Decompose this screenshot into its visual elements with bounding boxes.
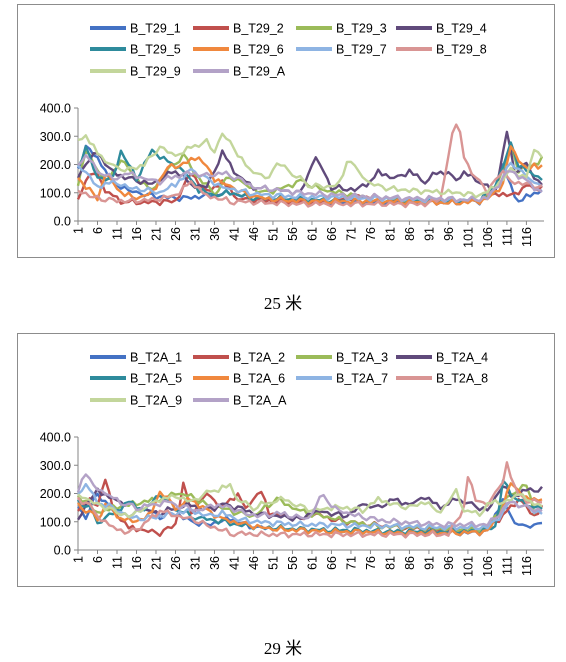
- series-line-B_T29_A: [77, 153, 543, 203]
- x-tick-label: 1: [72, 556, 86, 563]
- x-tick-label: 86: [403, 227, 417, 241]
- legend-label: B_T2A_9: [130, 394, 182, 408]
- legend-label: B_T2A_A: [233, 394, 287, 408]
- x-tick-label: 111: [500, 227, 514, 246]
- x-tick-label: 66: [325, 227, 339, 241]
- y-tick-label: 100.0: [40, 515, 71, 529]
- y-tick-label: 400.0: [40, 102, 71, 116]
- x-tick-label: 81: [383, 556, 397, 570]
- y-tick-label: 300.0: [40, 459, 71, 473]
- x-tick-label: 51: [266, 556, 280, 570]
- series-line-B_T29_8: [77, 123, 543, 209]
- x-tick-label: 56: [286, 556, 300, 570]
- x-tick-label: 66: [325, 556, 339, 570]
- y-tick-label: 0.0: [54, 544, 71, 558]
- legend-label: B_T29_9: [130, 65, 181, 79]
- y-tick-label: 200.0: [40, 487, 71, 501]
- legend-label: B_T29_8: [436, 43, 487, 57]
- x-tick-label: 71: [344, 556, 358, 570]
- x-tick-label: 31: [188, 227, 202, 241]
- x-tick-label: 21: [149, 227, 163, 241]
- legend-label: B_T2A_4: [436, 351, 488, 365]
- x-tick-label: 16: [130, 227, 144, 241]
- series-line-B_T29_9: [77, 132, 543, 199]
- legend-label: B_T29_1: [130, 22, 181, 36]
- x-tick-label: 41: [227, 227, 241, 241]
- x-tick-label: 81: [383, 227, 397, 241]
- legend-label: B_T2A_8: [436, 372, 488, 386]
- x-tick-label: 51: [266, 227, 280, 241]
- legend-label: B_T29_6: [233, 43, 284, 57]
- x-tick-label: 41: [227, 556, 241, 570]
- x-tick-label: 106: [481, 227, 495, 248]
- x-tick-label: 31: [188, 556, 202, 570]
- x-tick-label: 101: [461, 556, 475, 577]
- x-tick-label: 1: [72, 227, 86, 234]
- x-tick-label: 11: [110, 556, 124, 569]
- x-tick-label: 76: [364, 227, 378, 241]
- series-line-B_T2A_7: [77, 482, 543, 531]
- x-tick-label: 26: [169, 227, 183, 241]
- x-tick-label: 16: [130, 556, 144, 570]
- legend-label: B_T29_7: [336, 43, 387, 57]
- x-tick-label: 11: [110, 227, 124, 240]
- y-tick-label: 100.0: [40, 186, 71, 200]
- chart-29m: B_T2A_1 B_T2A_2 B_T2A_3 B_T2A_4 B_T2A_5 B_T2A…: [17, 333, 555, 587]
- x-tick-label: 106: [481, 556, 495, 577]
- legend-label: B_T2A_1: [130, 351, 182, 365]
- legend-label: B_T2A_2: [233, 351, 285, 365]
- chart-25m: B_T29_1 B_T29_2 B_T29_3 B_T29_4 B_T29_5 B_T29…: [17, 4, 555, 258]
- legend-label: B_T2A_7: [336, 372, 388, 386]
- legend-label: B_T2A_6: [233, 372, 285, 386]
- x-tick-label: 91: [422, 556, 436, 570]
- caption-29m: 29 米: [263, 639, 303, 658]
- series-line-B_T2A_A: [76, 473, 543, 529]
- chart-29m-svg: B_T2A_1 B_T2A_2 B_T2A_3 B_T2A_4 B_T2A_5 B_T2A…: [40, 351, 544, 577]
- series-line-B_T29_6: [77, 145, 543, 207]
- x-tick-label: 46: [247, 556, 261, 570]
- legend-label: B_T29_3: [336, 22, 387, 36]
- legend-label: B_T2A_3: [336, 351, 388, 365]
- legend-label: B_T29_5: [130, 43, 181, 57]
- y-tick-label: 300.0: [40, 130, 71, 144]
- x-tick-label: 116: [520, 227, 534, 247]
- x-tick-label: 76: [364, 556, 378, 570]
- legend-label: B_T29_4: [436, 22, 487, 36]
- series-line-B_T2A_6: [76, 482, 543, 538]
- series-line-B_T2A_9: [77, 482, 543, 519]
- y-tick-label: 400.0: [40, 431, 71, 445]
- x-tick-label: 61: [305, 227, 319, 241]
- x-tick-label: 71: [344, 227, 358, 241]
- y-tick-label: 200.0: [40, 158, 71, 172]
- x-tick-label: 56: [286, 227, 300, 241]
- x-tick-label: 6: [91, 556, 105, 563]
- x-tick-label: 36: [208, 227, 222, 241]
- y-tick-label: 0.0: [54, 215, 71, 229]
- caption-25m: 25 米: [263, 294, 303, 313]
- x-tick-label: 36: [208, 556, 222, 570]
- x-tick-label: 91: [422, 227, 436, 241]
- x-tick-label: 26: [169, 556, 183, 570]
- x-tick-label: 46: [247, 227, 261, 241]
- x-tick-label: 101: [461, 227, 475, 248]
- series-line-B_T29_4: [76, 130, 543, 196]
- chart-25m-svg: B_T29_1 B_T29_2 B_T29_3 B_T29_4 B_T29_5 B_T29…: [40, 22, 544, 248]
- x-tick-label: 96: [442, 556, 456, 570]
- x-tick-label: 21: [149, 556, 163, 570]
- x-tick-label: 6: [91, 227, 105, 234]
- x-tick-label: 96: [442, 227, 456, 241]
- series-line-B_T2A_8: [76, 461, 543, 539]
- legend-label: B_T29_2: [233, 22, 284, 36]
- legend-label: B_T2A_5: [130, 372, 182, 386]
- x-tick-label: 61: [305, 556, 319, 570]
- legend-label: B_T29_A: [233, 65, 286, 79]
- x-tick-label: 116: [520, 556, 534, 576]
- x-tick-label: 111: [500, 556, 514, 575]
- x-tick-label: 86: [403, 556, 417, 570]
